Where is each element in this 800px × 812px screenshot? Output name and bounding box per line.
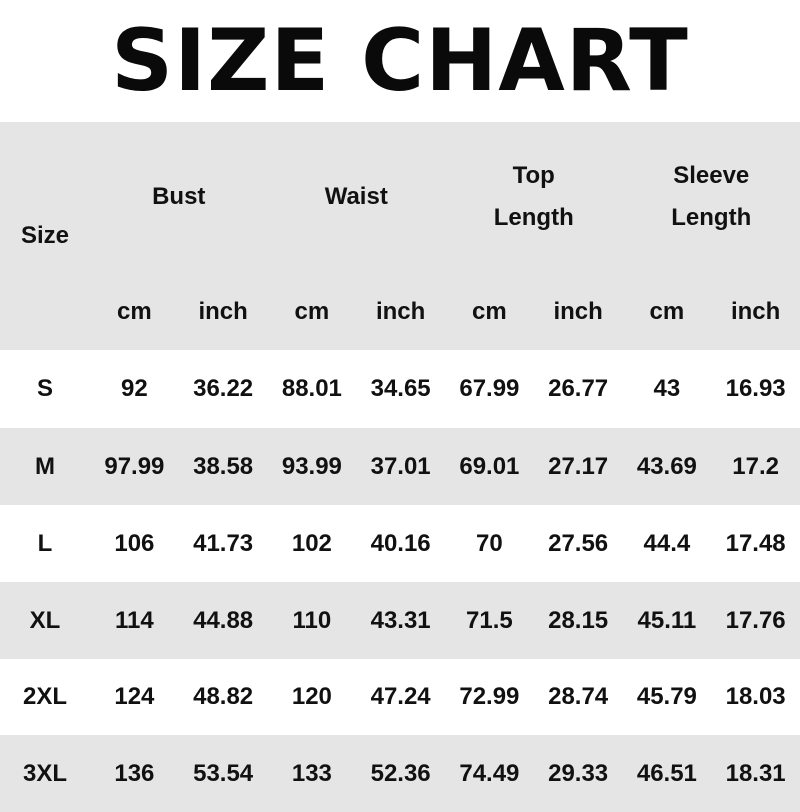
value-cell: 102 xyxy=(268,505,357,582)
unit-header: cm xyxy=(445,292,534,332)
value-cell: 92 xyxy=(90,350,179,427)
value-cell: 27.17 xyxy=(534,428,623,505)
value-cell: 34.65 xyxy=(356,350,445,427)
size-cell: 2XL xyxy=(0,658,90,735)
value-cell: 52.36 xyxy=(356,735,445,812)
value-cell: 37.01 xyxy=(356,428,445,505)
value-cell: 136 xyxy=(90,735,179,812)
value-cell: 124 xyxy=(90,658,179,735)
value-cell: 45.11 xyxy=(623,582,712,659)
value-cell: 114 xyxy=(90,582,179,659)
value-cell: 26.77 xyxy=(534,350,623,427)
size-cell: S xyxy=(0,350,90,427)
value-cell: 28.74 xyxy=(534,658,623,735)
value-cell: 41.73 xyxy=(179,505,268,582)
value-cell: 36.22 xyxy=(179,350,268,427)
size-cell: 3XL xyxy=(0,735,90,812)
value-cell: 133 xyxy=(268,735,357,812)
value-cell: 40.16 xyxy=(356,505,445,582)
value-cell: 43 xyxy=(623,350,712,427)
value-cell: 70 xyxy=(445,505,534,582)
value-cell: 17.48 xyxy=(711,505,800,582)
unit-header: inch xyxy=(179,292,268,332)
value-cell: 46.51 xyxy=(623,735,712,812)
value-cell: 43.69 xyxy=(623,428,712,505)
page-title: SIZE CHART xyxy=(0,0,800,122)
value-cell: 18.31 xyxy=(711,735,800,812)
value-cell: 69.01 xyxy=(445,428,534,505)
size-cell: XL xyxy=(0,582,90,659)
value-cell: 17.76 xyxy=(711,582,800,659)
value-cell: 71.5 xyxy=(445,582,534,659)
value-cell: 93.99 xyxy=(268,428,357,505)
value-cell: 18.03 xyxy=(711,658,800,735)
value-cell: 44.4 xyxy=(623,505,712,582)
value-cell: 45.79 xyxy=(623,658,712,735)
value-cell: 120 xyxy=(268,658,357,735)
value-cell: 29.33 xyxy=(534,735,623,812)
value-cell: 67.99 xyxy=(445,350,534,427)
value-cell: 38.58 xyxy=(179,428,268,505)
value-cell: 27.56 xyxy=(534,505,623,582)
value-cell: 47.24 xyxy=(356,658,445,735)
unit-header: inch xyxy=(356,292,445,332)
column-group-header: Waist xyxy=(268,142,446,252)
unit-header: inch xyxy=(711,292,800,332)
size-cell: M xyxy=(0,428,90,505)
value-cell: 97.99 xyxy=(90,428,179,505)
unit-header: cm xyxy=(90,292,179,332)
size-header: Size xyxy=(0,216,90,256)
value-cell: 74.49 xyxy=(445,735,534,812)
value-cell: 28.15 xyxy=(534,582,623,659)
unit-header: inch xyxy=(534,292,623,332)
value-cell: 72.99 xyxy=(445,658,534,735)
unit-header: cm xyxy=(623,292,712,332)
value-cell: 44.88 xyxy=(179,582,268,659)
value-cell: 43.31 xyxy=(356,582,445,659)
value-cell: 88.01 xyxy=(268,350,357,427)
column-group-header: Top Length xyxy=(445,142,623,252)
value-cell: 48.82 xyxy=(179,658,268,735)
size-cell: L xyxy=(0,505,90,582)
column-group-header: Bust xyxy=(90,142,268,252)
value-cell: 16.93 xyxy=(711,350,800,427)
value-cell: 17.2 xyxy=(711,428,800,505)
value-cell: 106 xyxy=(90,505,179,582)
column-group-header: Sleeve Length xyxy=(623,142,800,252)
value-cell: 110 xyxy=(268,582,357,659)
value-cell: 53.54 xyxy=(179,735,268,812)
unit-header: cm xyxy=(268,292,357,332)
